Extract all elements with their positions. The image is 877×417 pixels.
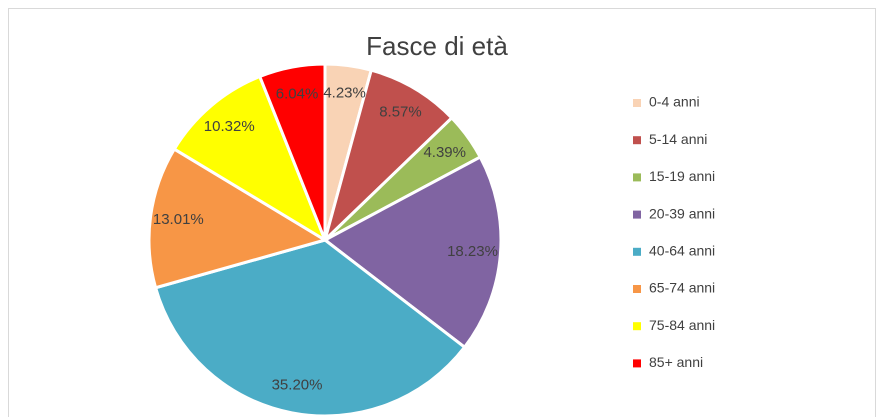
pie-slice (147, 147, 329, 290)
legend-label: 75-84 anni (649, 317, 715, 333)
data-label: 4.23% (323, 84, 366, 101)
data-label: 4.39% (423, 144, 466, 161)
legend-swatch (633, 173, 641, 182)
legend-swatch (633, 210, 641, 219)
legend-label: 20-39 anni (649, 205, 715, 221)
data-label: 8.57% (379, 104, 422, 121)
data-label: 18.23% (447, 243, 498, 260)
pie-slice (153, 238, 467, 417)
pie-slice (322, 155, 503, 350)
data-label: 10.32% (204, 118, 255, 135)
legend-swatch (633, 285, 641, 293)
data-label: 6.04% (276, 86, 319, 103)
legend-label: 85+ anni (649, 354, 703, 370)
legend-swatch (633, 322, 641, 331)
legend-swatch (633, 247, 641, 256)
legend-label: 65-74 anni (649, 280, 715, 296)
legend-label: 15-19 anni (649, 168, 715, 184)
pie-slice (257, 62, 327, 241)
chart-title: Fasce di età (366, 31, 508, 61)
legend-swatch (633, 99, 641, 107)
legend-label: 40-64 anni (649, 243, 715, 259)
legend-label: 5-14 anni (649, 131, 707, 147)
legend-swatch (633, 136, 641, 145)
legend-label: 0-4 anni (649, 94, 700, 110)
pie-slice (322, 68, 454, 245)
legend-swatch (633, 359, 641, 368)
pie-slice (172, 74, 329, 244)
data-label: 13.01% (153, 211, 204, 228)
data-label: 35.20% (272, 376, 323, 393)
